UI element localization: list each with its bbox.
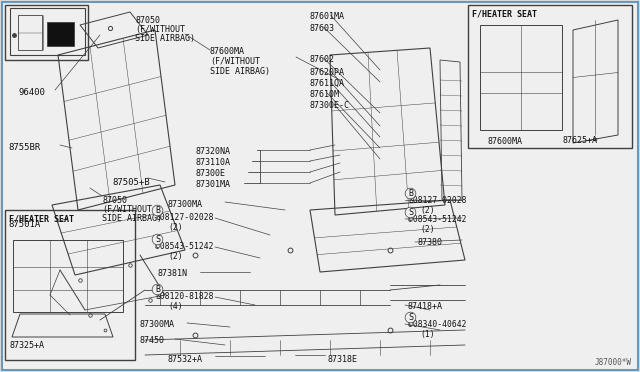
Text: ß08127-02028: ß08127-02028 xyxy=(408,196,467,205)
Text: ©08543-51242: ©08543-51242 xyxy=(155,242,214,251)
Text: (4): (4) xyxy=(168,302,182,311)
Text: 87620PA: 87620PA xyxy=(310,68,345,77)
Text: 87050: 87050 xyxy=(102,196,127,205)
Text: 87301MA: 87301MA xyxy=(195,180,230,189)
Text: 87600MA: 87600MA xyxy=(488,137,523,146)
Bar xyxy=(5,210,135,360)
Text: 873110A: 873110A xyxy=(195,158,230,167)
Text: ß08127-02028: ß08127-02028 xyxy=(155,213,214,222)
Text: 87602: 87602 xyxy=(310,55,335,64)
Text: 87610M: 87610M xyxy=(310,90,340,99)
Text: B: B xyxy=(155,206,160,215)
Text: (2): (2) xyxy=(168,252,182,261)
Text: (2): (2) xyxy=(420,206,435,215)
Text: F/HEATER SEAT: F/HEATER SEAT xyxy=(472,9,537,18)
Text: 8755BR: 8755BR xyxy=(8,143,40,152)
Text: S: S xyxy=(408,313,413,322)
Text: 87380: 87380 xyxy=(418,238,443,247)
Text: J87000*W: J87000*W xyxy=(595,358,632,367)
Text: (F/WITHOUT: (F/WITHOUT xyxy=(135,25,185,34)
Text: ©08543-51242: ©08543-51242 xyxy=(408,215,467,224)
Text: 87603: 87603 xyxy=(310,24,335,33)
Text: (1): (1) xyxy=(420,330,435,339)
Text: ©08340-40642: ©08340-40642 xyxy=(408,320,467,329)
Text: 87325+A: 87325+A xyxy=(9,341,44,350)
Text: 96400: 96400 xyxy=(18,88,45,97)
Text: (2): (2) xyxy=(420,225,435,234)
Text: (2): (2) xyxy=(168,223,182,232)
Text: 87601MA: 87601MA xyxy=(310,12,345,21)
Text: 87600MA: 87600MA xyxy=(210,47,245,56)
Text: SIDE AIRBAG): SIDE AIRBAG) xyxy=(102,214,162,223)
Text: (F/WITHOUT: (F/WITHOUT xyxy=(102,205,152,214)
Bar xyxy=(5,5,88,60)
Text: F/HEATER SEAT: F/HEATER SEAT xyxy=(9,214,74,223)
Text: 87300MA: 87300MA xyxy=(168,200,203,209)
Text: SIDE AIRBAG): SIDE AIRBAG) xyxy=(210,67,270,76)
Text: 87300MA: 87300MA xyxy=(140,320,175,329)
Bar xyxy=(47,22,74,46)
Text: (F/WITHOUT: (F/WITHOUT xyxy=(210,57,260,66)
Bar xyxy=(468,5,632,148)
Text: 87300E: 87300E xyxy=(195,169,225,178)
Text: 87505+B: 87505+B xyxy=(112,178,150,187)
Text: 87611QA: 87611QA xyxy=(310,79,345,88)
Text: S: S xyxy=(155,235,160,244)
Text: 87450: 87450 xyxy=(140,336,165,345)
Text: 87532+A: 87532+A xyxy=(168,355,203,364)
Text: 87050: 87050 xyxy=(135,16,160,25)
Text: 87318E: 87318E xyxy=(328,355,358,364)
Text: B: B xyxy=(155,285,160,294)
Text: 87418+A: 87418+A xyxy=(408,302,443,311)
Text: S: S xyxy=(408,208,413,217)
Text: 87300E-C: 87300E-C xyxy=(310,101,350,110)
Text: SIDE AIRBAG): SIDE AIRBAG) xyxy=(135,34,195,43)
Text: 87501A: 87501A xyxy=(8,220,40,229)
Text: 87625+A: 87625+A xyxy=(563,136,598,145)
Text: B: B xyxy=(408,189,413,198)
Text: 87320NA: 87320NA xyxy=(195,147,230,156)
Text: 87381N: 87381N xyxy=(158,269,188,278)
Text: ß08120-81828: ß08120-81828 xyxy=(155,292,214,301)
